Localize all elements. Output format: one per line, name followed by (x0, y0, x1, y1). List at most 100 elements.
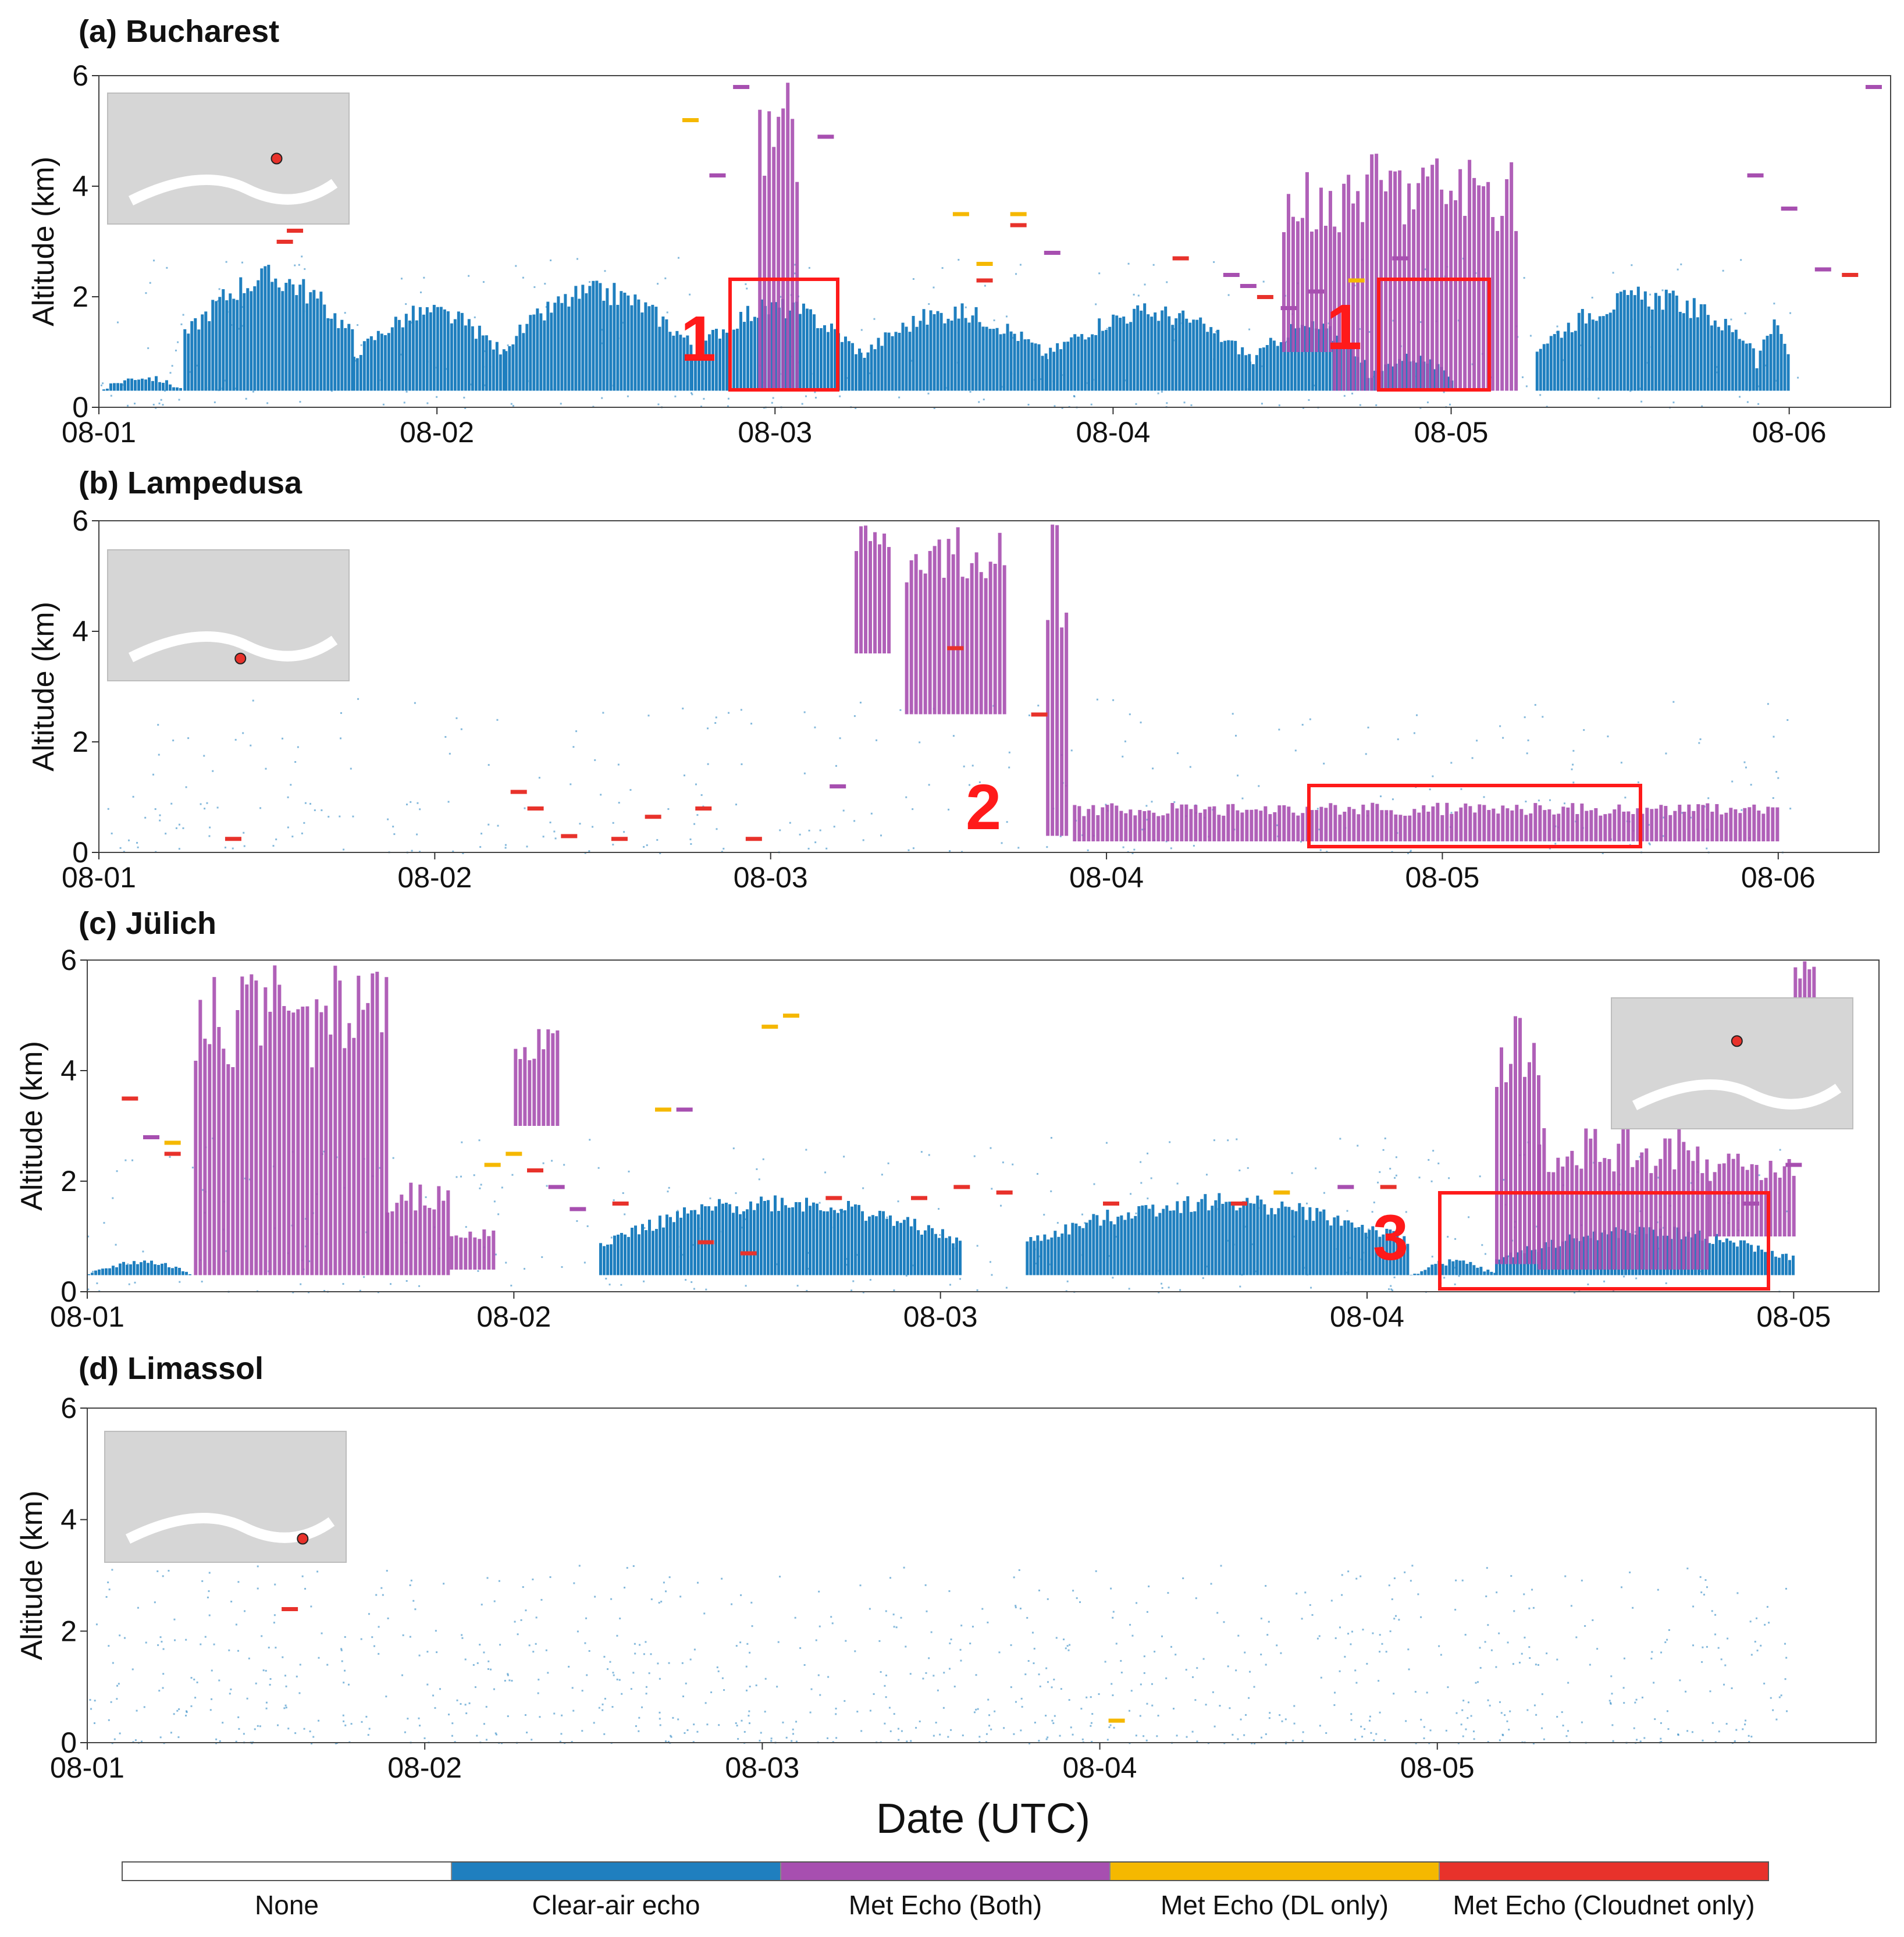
clear-air-column (1694, 1234, 1697, 1275)
clear-air-dot (792, 1728, 794, 1730)
clear-air-dot (1385, 1651, 1387, 1653)
clear-air-dot (174, 1639, 176, 1641)
clear-air-dot (737, 1738, 739, 1740)
met-both-column (1264, 806, 1268, 841)
clear-air-dot (172, 740, 175, 742)
clear-air-dot (1786, 719, 1789, 721)
clear-air-dot (200, 1643, 202, 1645)
clear-air-column (309, 292, 312, 391)
clear-air-dot (1000, 1204, 1002, 1207)
clear-air-dot (1508, 1729, 1510, 1731)
clear-air-column (917, 1230, 920, 1275)
clear-air-dot (1354, 1669, 1357, 1672)
clear-air-dot (1686, 1730, 1689, 1732)
clear-air-dot (736, 1725, 738, 1727)
clear-air-column (826, 332, 830, 391)
clear-air-column (647, 306, 651, 391)
echo-marker-both (1308, 289, 1325, 294)
echo-marker-dl (506, 1151, 522, 1156)
clear-air-column (232, 298, 236, 391)
clear-air-column (1731, 332, 1734, 391)
clear-air-column (366, 338, 369, 391)
clear-air-column (536, 308, 539, 391)
clear-air-column (208, 321, 211, 391)
clear-air-column (981, 326, 985, 391)
clear-air-column (1661, 310, 1664, 391)
clear-air-dot (827, 1676, 830, 1678)
met-both-column (315, 999, 319, 1275)
clear-air-dot (1145, 1739, 1148, 1741)
met-both-column (1571, 803, 1575, 841)
met-both-column (1701, 805, 1705, 841)
clear-air-dot (1430, 1180, 1433, 1182)
clear-air-dot (1563, 802, 1565, 805)
clear-air-column (760, 1196, 763, 1275)
clear-air-dot (511, 1680, 513, 1682)
clear-air-column (924, 1230, 927, 1275)
clear-air-column (1168, 316, 1171, 391)
clear-air-column (1287, 1207, 1291, 1275)
clear-air-dot (1170, 847, 1172, 850)
clear-air-dot (660, 1601, 663, 1603)
clear-air-dot (1766, 1606, 1768, 1608)
clear-air-dot (592, 406, 595, 408)
clear-air-dot (1173, 801, 1176, 804)
clear-air-dot (1106, 1739, 1109, 1741)
clear-air-dot (173, 1713, 175, 1715)
clear-air-column (915, 326, 919, 391)
clear-air-dot (243, 1733, 245, 1735)
clear-air-dot (1748, 1741, 1750, 1743)
clear-air-dot (360, 344, 362, 346)
clear-air-dot (257, 1725, 259, 1727)
clear-air-dot (410, 1579, 412, 1581)
clear-air-dot (693, 823, 696, 825)
clear-air-dot (1313, 385, 1315, 387)
clear-air-dot (368, 1728, 371, 1730)
clear-air-column (1713, 320, 1717, 391)
clear-air-column (1389, 1229, 1392, 1275)
met-both-column (1594, 808, 1598, 841)
y-tick-label: 0 (60, 1275, 77, 1308)
clear-air-dot (887, 1162, 889, 1164)
clear-air-dot (1507, 1641, 1509, 1644)
clear-air-dot (87, 1288, 90, 1291)
clear-air-dot (809, 1711, 812, 1714)
met-both-column (1478, 804, 1482, 841)
met-both-column (319, 1012, 323, 1275)
clear-air-dot (1316, 1637, 1319, 1640)
clear-air-dot (873, 318, 876, 320)
clear-air-dot (796, 1285, 799, 1287)
met-both-column (1696, 1146, 1700, 1270)
clear-air-dot (281, 737, 283, 740)
clear-air-column (130, 378, 133, 391)
met-both-column (546, 1029, 550, 1126)
met-both-column (1412, 209, 1416, 391)
clear-air-dot (159, 1736, 162, 1739)
clear-air-column (1123, 1220, 1127, 1275)
clear-air-dot (1455, 1712, 1458, 1714)
clear-air-dot (510, 1284, 513, 1286)
clear-air-dot (1045, 1667, 1048, 1669)
clear-air-dot (1750, 784, 1752, 786)
clear-air-dot (1702, 1646, 1704, 1648)
clear-air-column (333, 313, 337, 391)
clear-air-column (599, 1243, 602, 1275)
clear-air-dot (1620, 762, 1622, 764)
clear-air-dot (794, 272, 796, 275)
clear-air-column (1279, 342, 1283, 391)
met-both-column (282, 1006, 286, 1275)
clear-air-dot (269, 1678, 272, 1680)
met-both-column (347, 1023, 351, 1275)
met-both-column (1682, 812, 1686, 841)
clear-air-dot (1195, 1597, 1197, 1600)
met-both-column (1342, 183, 1346, 391)
clear-air-column (1237, 354, 1241, 391)
clear-air-dot (257, 1565, 259, 1568)
clear-air-dot (1245, 1714, 1247, 1716)
clear-air-column (920, 1234, 923, 1275)
clear-air-dot (741, 763, 743, 765)
clear-air-dot (517, 1633, 519, 1636)
clear-air-column (1706, 315, 1710, 391)
clear-air-dot (297, 746, 299, 748)
